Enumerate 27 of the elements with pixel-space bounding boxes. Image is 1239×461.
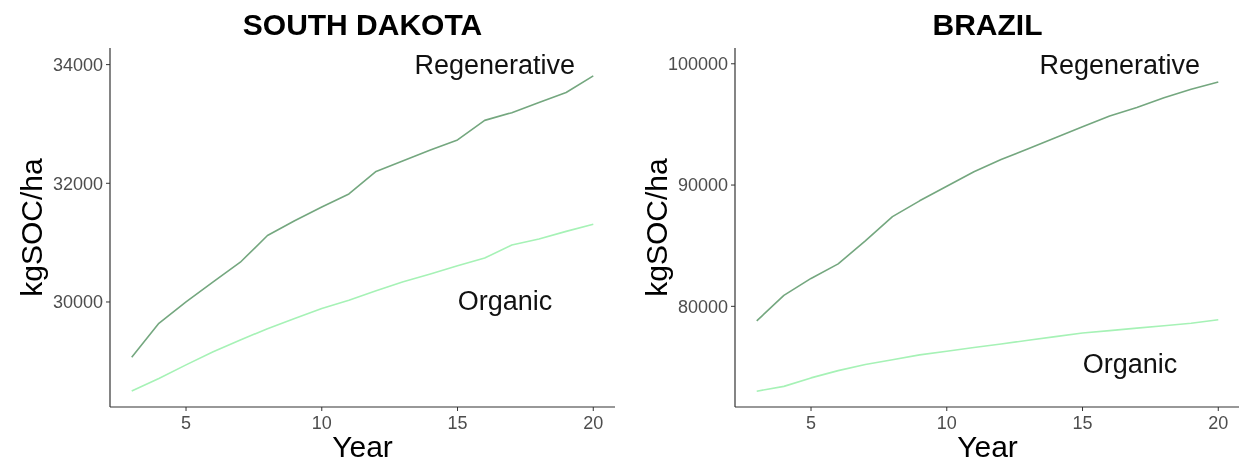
x-tick-label: 10 (311, 413, 332, 433)
y-axis-title: kgSOC/ha (640, 157, 673, 297)
x-tick-label: 10 (936, 413, 957, 433)
y-tick-label: 80000 (677, 296, 728, 317)
x-tick-label: 20 (1208, 413, 1229, 433)
y-tick-label: 90000 (677, 175, 728, 196)
x-tick-label: 20 (583, 413, 604, 433)
series-label: Regenerative (1039, 50, 1200, 80)
line-series (755, 318, 1220, 393)
series-label: Organic (457, 286, 553, 316)
line-series (130, 223, 595, 392)
series-label: Regenerative (414, 50, 575, 80)
chart-title: BRAZIL (932, 8, 1043, 41)
y-tick-label: 30000 (52, 292, 103, 313)
line-series (755, 81, 1220, 322)
y-tick-label: 100000 (667, 54, 728, 75)
y-axis-title: kgSOC/ha (15, 157, 48, 297)
x-axis-title: Year (957, 430, 1018, 461)
x-tick-label: 5 (806, 413, 817, 433)
series-label: Organic (1082, 349, 1178, 379)
x-axis-title: Year (332, 430, 393, 461)
x-tick-label: 15 (447, 413, 468, 433)
chart-title: SOUTH DAKOTA (242, 8, 483, 41)
y-tick-label: 34000 (52, 54, 103, 75)
x-tick-label: 15 (1072, 413, 1093, 433)
y-tick-label: 32000 (52, 173, 103, 194)
x-tick-label: 5 (181, 413, 192, 433)
